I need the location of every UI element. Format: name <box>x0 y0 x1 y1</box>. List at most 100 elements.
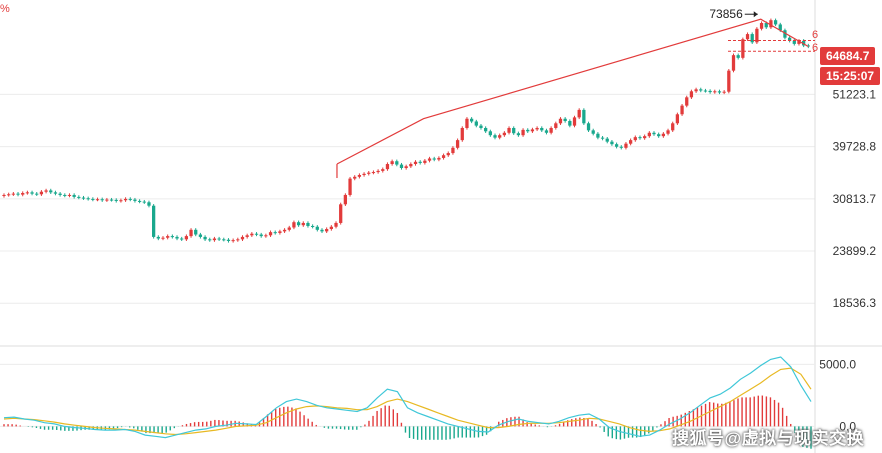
candle-body <box>474 121 478 126</box>
price-tick-label: 18536.3 <box>833 296 877 310</box>
candle-body <box>114 199 118 201</box>
candle-body <box>334 222 338 227</box>
candle-body <box>72 194 76 197</box>
candle-body <box>264 235 268 237</box>
price-tick-label: 23899.2 <box>833 244 877 258</box>
candle-body <box>325 229 329 232</box>
candle-body <box>67 194 72 196</box>
candle-body <box>147 202 151 206</box>
candle-body <box>535 127 539 130</box>
candle-body <box>231 240 235 242</box>
candle-body <box>175 236 179 239</box>
candle-body <box>451 147 455 154</box>
candle-body <box>353 176 357 179</box>
candle-body <box>310 225 315 227</box>
candle-body <box>362 173 366 176</box>
candle-body <box>783 30 787 38</box>
high-price-label: 73856 <box>709 7 743 21</box>
candle-body <box>245 235 249 237</box>
candle-body <box>301 222 305 226</box>
candle-body <box>91 198 95 200</box>
candle-body <box>713 91 717 93</box>
candle-body <box>484 127 488 132</box>
candle-body <box>526 129 530 132</box>
candle-body <box>296 222 301 226</box>
candle-body <box>633 137 637 141</box>
candle-body <box>544 130 549 133</box>
candle-body <box>488 131 492 136</box>
candle-body <box>680 105 684 115</box>
candle-body <box>53 192 58 194</box>
osc-slow-line <box>3 367 812 436</box>
candle-body <box>390 161 394 165</box>
candle-body <box>554 123 558 128</box>
candle-body <box>469 118 474 122</box>
candle-body <box>717 91 722 93</box>
candle-body <box>521 129 525 136</box>
candle-body <box>184 236 189 240</box>
candle-body <box>343 194 348 205</box>
candle-body <box>787 37 792 41</box>
candle-body <box>217 238 221 240</box>
candle-body <box>329 226 333 230</box>
candle-body <box>689 91 694 98</box>
candle-body <box>498 135 502 138</box>
candle-body <box>109 199 114 201</box>
candle-body <box>348 178 352 195</box>
candle-body <box>409 164 413 167</box>
candle-body <box>2 194 6 196</box>
candle-body <box>306 222 310 226</box>
candle-body <box>413 161 418 165</box>
candle-body <box>105 199 109 201</box>
candle-body <box>282 229 287 232</box>
candle-body <box>745 34 750 40</box>
candle-body <box>385 164 390 170</box>
candle-body <box>198 234 203 237</box>
candle-body <box>250 233 254 236</box>
candle-body <box>77 196 81 198</box>
price-tick-label: 51223.1 <box>833 87 877 101</box>
candle-body <box>86 198 90 200</box>
candle-body <box>666 130 670 134</box>
candle-body <box>619 146 623 148</box>
candle-body <box>610 141 614 145</box>
candle-body <box>423 160 427 163</box>
candle-body <box>30 192 34 194</box>
candle-body <box>657 134 661 137</box>
candle-body <box>254 233 259 235</box>
candle-body <box>722 91 726 93</box>
candle-body <box>591 130 595 134</box>
candle-body <box>773 20 778 25</box>
candle-body <box>7 194 11 196</box>
candle-body <box>628 140 633 144</box>
candle-body <box>35 193 39 195</box>
candle-body <box>156 236 160 239</box>
price-tick-label: 30813.7 <box>833 192 877 206</box>
candle-body <box>755 28 759 43</box>
candle-body <box>614 144 619 147</box>
candle-body <box>577 109 581 118</box>
candle-body <box>802 40 806 46</box>
osc-tick-label: 0.0 <box>839 419 856 433</box>
candle-body <box>236 239 240 241</box>
candle-body <box>44 190 48 192</box>
price-tick-label: 39728.8 <box>833 140 877 154</box>
candle-body <box>100 199 104 201</box>
candle-body <box>460 127 464 141</box>
candle-body <box>376 170 380 173</box>
candle-body <box>652 132 656 135</box>
candle-body <box>418 161 422 163</box>
candle-body <box>605 138 609 142</box>
candle-body <box>128 198 132 200</box>
candle-body <box>530 129 535 132</box>
candle-body <box>95 199 100 201</box>
candle-body <box>133 199 137 201</box>
candle-body <box>427 158 432 161</box>
candle-body <box>516 133 521 136</box>
candle-body <box>694 89 698 92</box>
candle-body <box>685 97 689 106</box>
candle-body <box>339 204 343 223</box>
candle-body <box>142 201 146 203</box>
candle-body <box>278 231 282 233</box>
candle-body <box>194 229 198 235</box>
